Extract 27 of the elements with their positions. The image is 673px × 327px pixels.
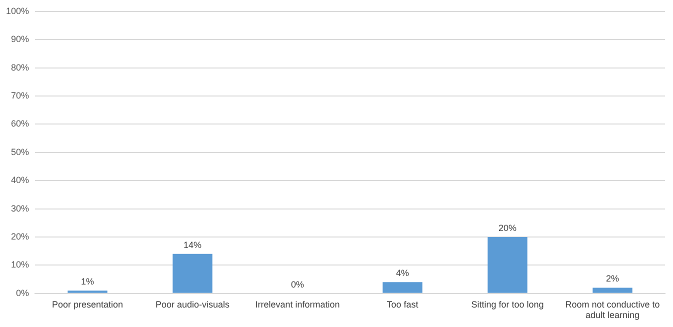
bar: [488, 237, 528, 293]
x-tick-label: Room not conductive to adult learning: [565, 299, 660, 320]
y-tick-label: 10%: [11, 260, 30, 270]
data-label: 0%: [291, 279, 304, 290]
data-label: 1%: [81, 276, 94, 287]
y-tick-label: 70%: [11, 90, 30, 100]
data-label: 14%: [184, 240, 202, 250]
x-tick-label: Poor audio-visuals: [155, 299, 230, 310]
y-tick-label: 90%: [11, 34, 30, 44]
bar: [382, 282, 422, 293]
y-tick-label: 0%: [16, 288, 30, 298]
y-tick-label: 60%: [11, 118, 30, 129]
x-tick-label: Poor presentation: [52, 299, 124, 310]
data-label: 20%: [498, 222, 517, 233]
y-tick-label: 30%: [11, 203, 30, 214]
bar: [172, 254, 212, 293]
data-label: 2%: [606, 274, 620, 284]
y-tick-label: 80%: [11, 62, 30, 72]
x-tick-label: Too fast: [386, 299, 419, 310]
bar: [592, 288, 632, 293]
y-tick-label: 100%: [6, 6, 30, 16]
y-tick-label: 50%: [11, 146, 30, 157]
x-tick-label: Irrelevant information: [255, 299, 340, 310]
y-tick-label: 40%: [11, 175, 30, 186]
y-tick-label: 20%: [11, 231, 30, 242]
data-label: 4%: [396, 268, 410, 278]
x-tick-label: Sitting for too long: [471, 299, 544, 310]
